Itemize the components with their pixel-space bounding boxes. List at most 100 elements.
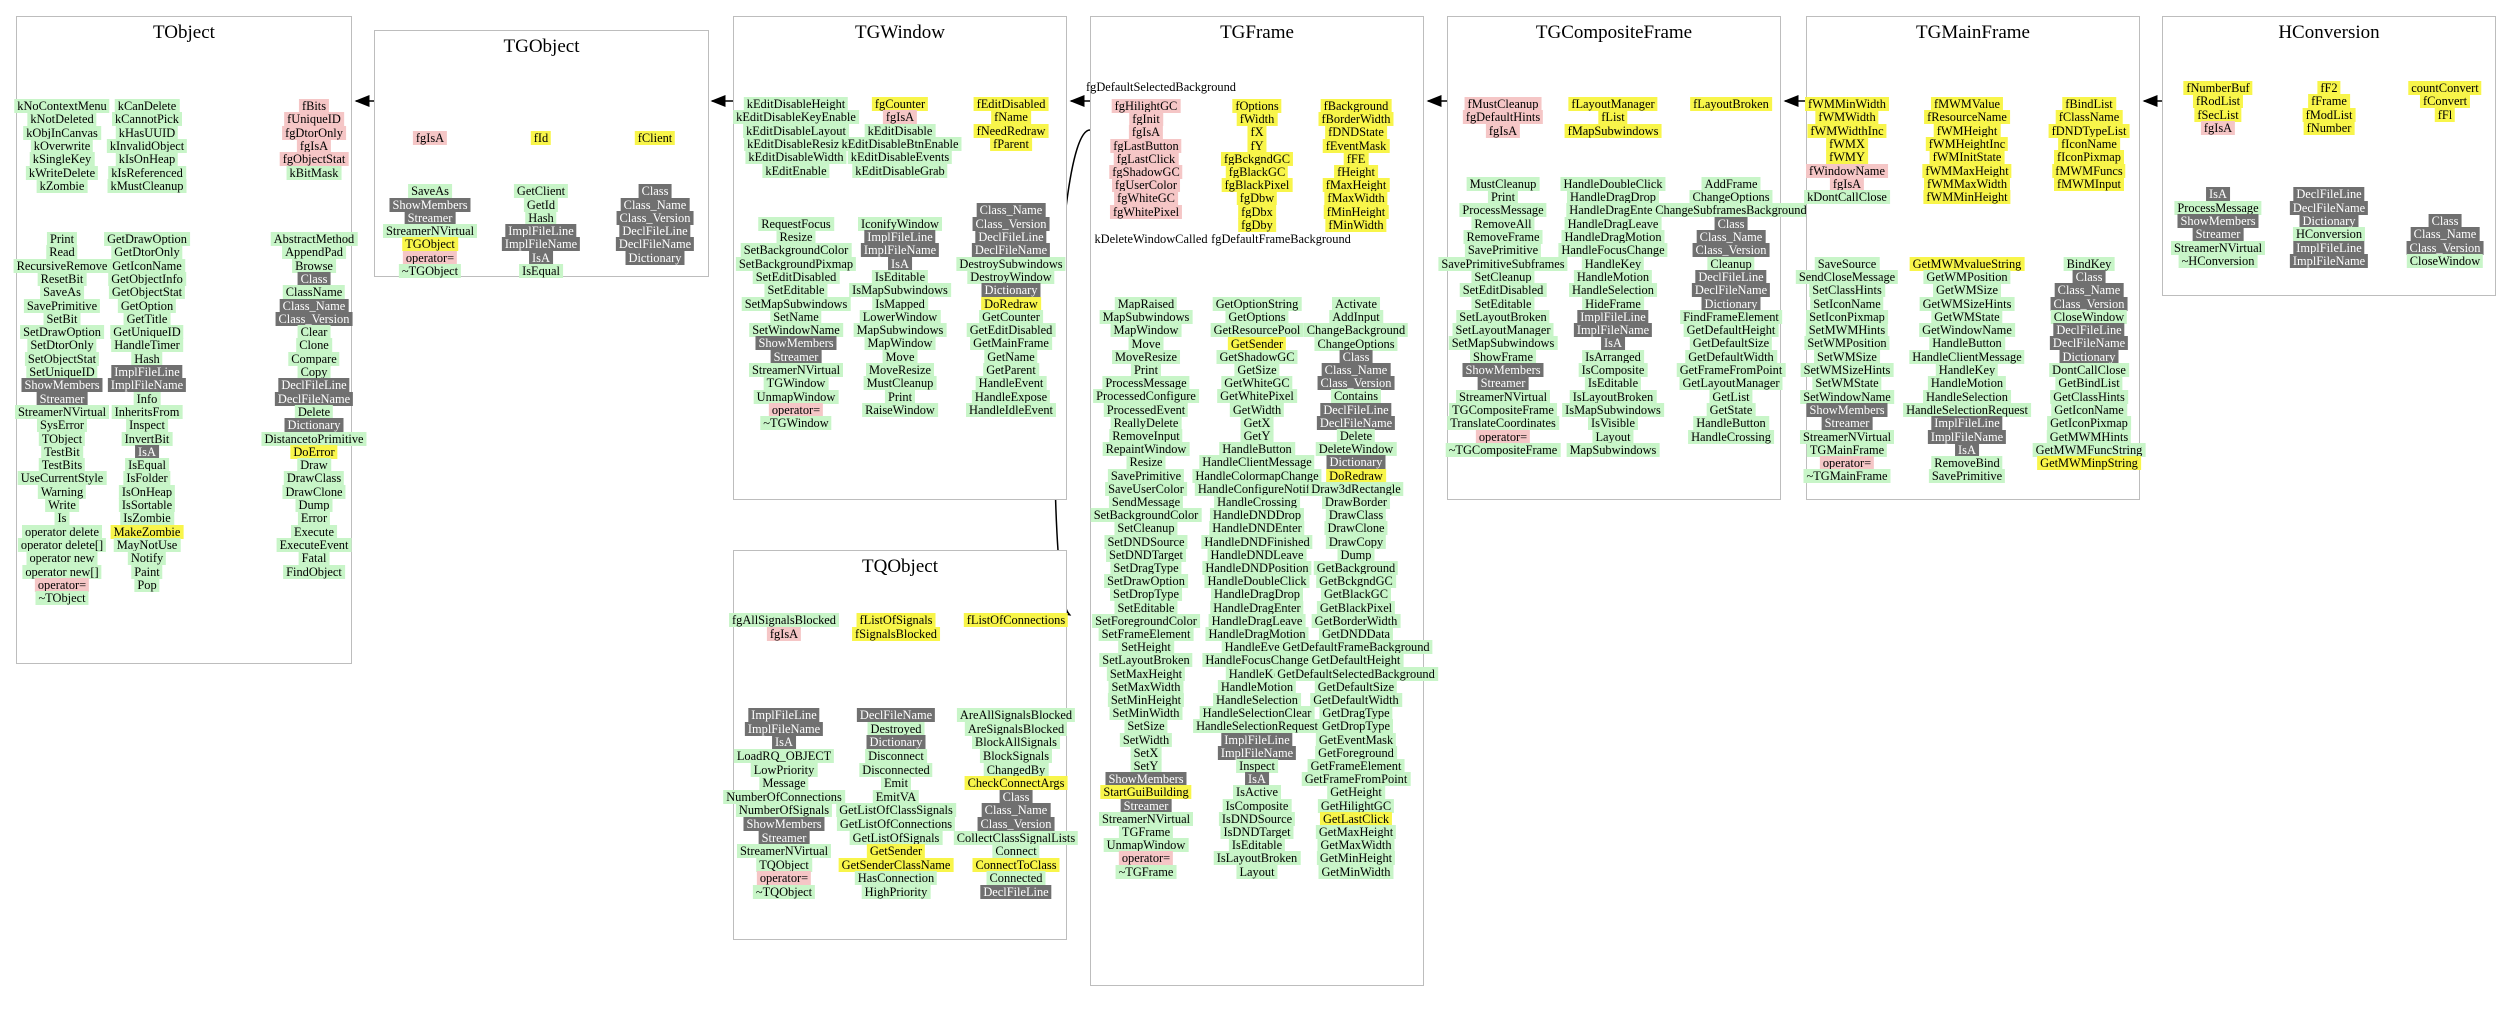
member-item: fEditDisabled: [973, 97, 1049, 111]
member-item: fgIsA: [1128, 125, 1164, 140]
member-item: fY: [1247, 138, 1267, 153]
member-item: GetSenderClassName: [838, 857, 954, 872]
member-item: fFl: [2434, 107, 2456, 122]
member-item: HandleSelection: [1213, 693, 1301, 707]
member-item: fClassName: [2055, 110, 2123, 125]
member-item: MapWindow: [864, 336, 936, 351]
member-item: HandleClientMessage: [1199, 455, 1315, 470]
member-item: SetCleanup: [1114, 521, 1178, 536]
member-item: HandleDragLeave: [1208, 613, 1306, 628]
member-item: DontCallClose: [2049, 363, 2129, 377]
member-item: fgDefaultSelectedBackground: [1085, 80, 1237, 94]
member-item: SavePrimitive: [1464, 243, 1542, 258]
member-item: DrawBorder: [1322, 495, 1390, 509]
member-item: ProcessedEvent: [1103, 402, 1189, 417]
member-item: fWMHeightInc: [1925, 136, 2009, 151]
member-item: fgUserColor: [1112, 178, 1180, 193]
member-item: HandleExpose: [971, 389, 1051, 404]
member-item: Class_Version: [616, 210, 694, 225]
member-item: SetWidth: [1119, 732, 1173, 747]
member-item: kEditEnable: [762, 163, 830, 178]
member-item: GetDefaultHeight: [1308, 653, 1404, 668]
member-item: ChangeBackground: [1303, 323, 1409, 338]
member-item: TObject: [38, 431, 86, 446]
member-item: fConvert: [2419, 94, 2471, 109]
member-item: GetWMState: [1931, 309, 2003, 324]
member-item: kEditDisableWidth: [745, 150, 847, 165]
member-item: Streamer: [2192, 227, 2244, 242]
member-item: Class_Name: [981, 803, 1051, 818]
member-item: SetEditable: [764, 283, 828, 298]
member-item: GetOption: [117, 298, 177, 313]
member-item: fListOfConnections: [963, 613, 1069, 627]
member-item: DeclFileName: [1316, 415, 1396, 430]
member-item: kIsReferenced: [108, 165, 186, 180]
member-item: ~TObject: [35, 591, 89, 606]
member-item: SavePrimitive: [23, 298, 101, 313]
member-item: kEditDisableLayout: [743, 123, 849, 138]
member-item: GetFrameElement: [1307, 759, 1405, 773]
member-item: GetIconPixmap: [2047, 416, 2131, 431]
member-item: HandleColormapChange: [1192, 468, 1322, 483]
member-item: Class: [2072, 269, 2106, 284]
member-item: BlockAllSignals: [972, 735, 1060, 750]
member-item: fgIsA: [412, 131, 448, 145]
member-item: fWMMinWidth: [1805, 97, 1889, 111]
member-item: fgDtorOnly: [282, 125, 346, 140]
member-item: TQObject: [756, 857, 812, 872]
member-item: Class_Name: [1696, 230, 1766, 244]
member-item: Warning: [37, 484, 87, 499]
member-item: GetLayoutManager: [1679, 376, 1783, 391]
member-item: SendCloseMessage: [1795, 269, 1899, 284]
member-item: HandleKey: [1581, 256, 1645, 271]
member-item: fMWMValue: [1930, 97, 2004, 111]
member-item: fgBckgndGC: [1220, 151, 1294, 166]
member-item: Streamer: [404, 210, 456, 225]
member-item: DoRedraw: [1326, 468, 1386, 483]
member-item: GetY: [1240, 429, 1274, 443]
member-item: fF2: [2317, 81, 2341, 95]
member-item: kNotDeleted: [27, 112, 97, 127]
member-item: AreAllSignalsBlocked: [956, 708, 1076, 723]
member-item: IsMapSubwindows: [1562, 402, 1664, 417]
member-item: StreamerNVirtual: [736, 844, 832, 859]
member-item: Print: [884, 389, 916, 404]
member-item: kEditDisable: [864, 123, 936, 138]
member-item: DeclFileLine: [1695, 269, 1767, 284]
member-item: Class_Version: [2406, 240, 2484, 255]
member-item: Copy: [297, 365, 331, 379]
member-item: GetTitle: [123, 311, 171, 326]
member-item: fLayoutManager: [1568, 97, 1658, 111]
member-item: InheritsFrom: [111, 404, 183, 419]
member-item: SendMessage: [1108, 495, 1184, 509]
member-item: GetFrameFromPoint: [1676, 363, 1786, 377]
member-item: kDontCallClose: [1804, 190, 1890, 205]
member-item: fNumber: [2303, 120, 2355, 135]
member-item: Streamer: [770, 349, 822, 364]
member-item: IsEqual: [125, 458, 169, 473]
member-item: operator=: [1819, 456, 1875, 471]
member-item: IsEqual: [519, 264, 563, 278]
member-item: Class_Version: [2050, 296, 2128, 311]
member-item: HandleDNDDrop: [1209, 508, 1305, 523]
class-tgwindow: TGWindow kEditDisableHeight kEditDisableKe…: [733, 16, 1067, 500]
member-item: MoveResize: [866, 363, 934, 377]
member-item: ShowMembers: [389, 197, 471, 212]
member-item: fDNDTypeList: [2048, 123, 2130, 138]
member-item: IsA: [1245, 772, 1269, 787]
member-item: kOverwrite: [30, 138, 94, 153]
member-item: fId: [530, 131, 552, 145]
member-item: HandleDNDFinished: [1201, 534, 1313, 549]
member-item: ImplFileName: [2289, 253, 2369, 268]
member-item: GetWindowName: [1919, 323, 2015, 338]
member-item: GetDNDData: [1318, 627, 1394, 641]
member-item: fMustCleanup: [1464, 97, 1542, 111]
member-item: ClassName: [282, 285, 346, 300]
member-item: fResourceName: [1924, 110, 2010, 125]
member-item: fIconName: [2058, 136, 2120, 151]
member-item: DeclFileName: [2049, 336, 2129, 351]
member-item: GetDefaultSize: [1314, 679, 1398, 694]
member-item: Class_Version: [275, 311, 353, 326]
member-item: SetX: [1130, 745, 1162, 760]
member-item: operator new[]: [22, 564, 102, 579]
